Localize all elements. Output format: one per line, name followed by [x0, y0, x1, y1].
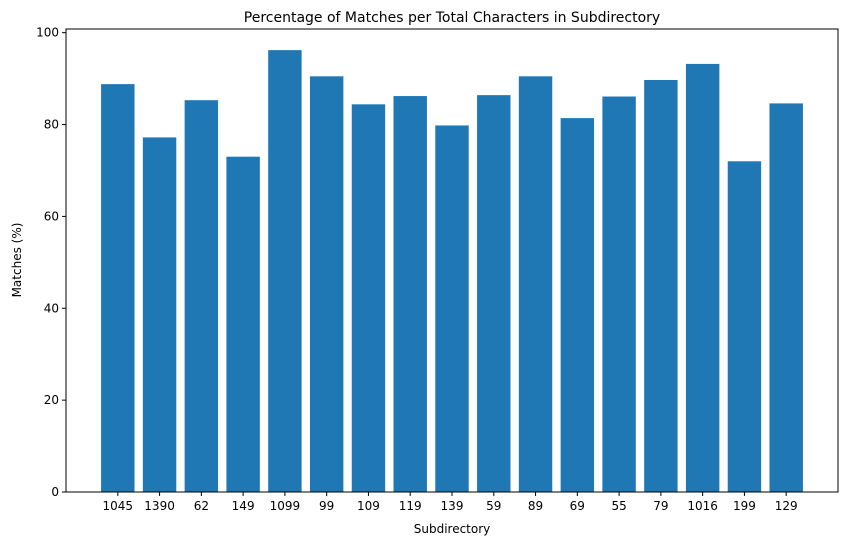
y-tick-label: 80 — [44, 118, 59, 132]
x-tick-label: 79 — [653, 499, 668, 513]
x-axis: 1045 1390 62 149 1099 99 109 119 139 59 89 69 55 79 10… — [103, 492, 798, 513]
bar-119 — [393, 96, 427, 492]
x-tick-label: 149 — [232, 499, 255, 513]
bar-1016 — [685, 63, 720, 493]
x-tick-label: 199 — [733, 499, 756, 513]
x-tick-label: 129 — [775, 499, 798, 513]
x-tick-label: 109 — [357, 499, 380, 513]
x-tick-label: 1016 — [687, 499, 718, 513]
y-tick-label: 60 — [44, 209, 59, 223]
bar-199 — [727, 161, 762, 493]
x-tick-label: 62 — [194, 499, 209, 513]
y-tick-label: 100 — [36, 26, 59, 40]
bars-layer — [101, 50, 803, 493]
x-tick-label: 55 — [611, 499, 626, 513]
bar-79 — [644, 79, 678, 493]
x-tick-label: 1099 — [270, 499, 301, 513]
chart-title: Percentage of Matches per Total Characte… — [244, 10, 660, 26]
bar-1045 — [101, 84, 135, 492]
bar-69 — [560, 118, 595, 492]
x-tick-label: 119 — [399, 499, 422, 513]
x-tick-label: 1045 — [103, 499, 134, 513]
x-tick-label: 69 — [570, 499, 585, 513]
x-axis-label: Subdirectory — [414, 522, 491, 536]
plot-frame — [65, 28, 839, 493]
y-tick-label: 20 — [44, 393, 59, 407]
bar-139 — [435, 125, 469, 492]
bar-109 — [351, 104, 386, 492]
y-axis: 0 20 40 60 80 100 — [36, 26, 66, 499]
bar-89 — [518, 76, 553, 492]
x-tick-label: 59 — [486, 499, 501, 513]
bar-59 — [477, 95, 511, 493]
bar-149 — [226, 156, 260, 493]
bar-1099 — [268, 50, 302, 492]
bar-1390 — [142, 137, 177, 492]
y-axis-label: Matches (%) — [10, 223, 24, 298]
x-tick-label: 89 — [528, 499, 543, 513]
bar-62 — [184, 100, 219, 492]
y-tick-label: 0 — [51, 485, 59, 499]
bar-99 — [309, 76, 344, 492]
x-tick-label: 139 — [441, 499, 464, 513]
y-tick-label: 40 — [44, 301, 59, 315]
x-tick-label: 1390 — [144, 499, 175, 513]
x-tick-label: 99 — [319, 499, 334, 513]
bar-129 — [769, 103, 803, 493]
bar-55 — [602, 96, 636, 492]
